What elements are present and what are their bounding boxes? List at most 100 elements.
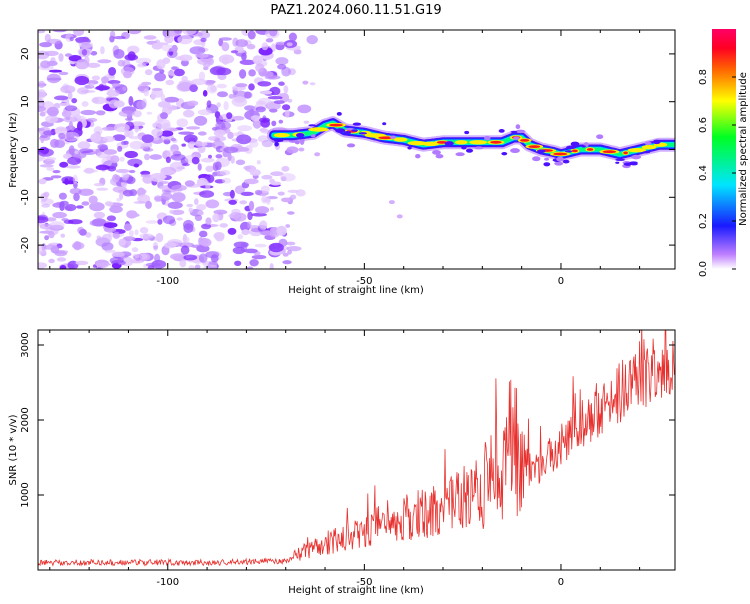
figure-title: PAZ1.2024.060.11.51.G19 xyxy=(270,3,441,18)
spectrogram-y-ticks: -20 -10 0 10 20 xyxy=(20,48,675,253)
noise-blob xyxy=(247,211,253,221)
noise-blob xyxy=(252,55,263,65)
ridge-hotspot xyxy=(627,148,646,153)
noise-blob xyxy=(44,156,57,161)
snr-y-tick-label: 3000 xyxy=(20,332,31,357)
noise-blob xyxy=(186,100,199,107)
noise-blob xyxy=(73,192,80,202)
ridge-halo xyxy=(343,130,352,135)
ridge-halo xyxy=(352,122,362,126)
noise-blob xyxy=(205,199,220,209)
noise-blob xyxy=(275,57,289,66)
noise-blob xyxy=(194,198,199,206)
noise-blob xyxy=(112,231,120,239)
noise-blob xyxy=(156,59,166,70)
ridge-hotspot xyxy=(469,140,488,145)
ridge-hotspot xyxy=(454,140,468,145)
noise-blob xyxy=(96,235,102,240)
noise-blob xyxy=(47,106,59,117)
noise-blob xyxy=(256,160,261,165)
noise-blob xyxy=(216,83,227,89)
noise-blob xyxy=(302,80,309,85)
noise-blob xyxy=(101,233,112,244)
noise-blob xyxy=(194,140,203,147)
noise-blob xyxy=(286,241,296,246)
noise-blob xyxy=(127,30,142,35)
noise-blob xyxy=(147,265,155,269)
ridge-halo xyxy=(644,141,652,146)
noise-blob xyxy=(60,85,76,94)
noise-blob xyxy=(38,148,54,157)
noise-blob xyxy=(177,35,193,45)
noise-blob xyxy=(43,244,58,250)
colorbar-tick-label: 0.4 xyxy=(698,165,709,181)
noise-blob xyxy=(219,223,228,228)
ridge-halo xyxy=(358,132,367,135)
noise-blob xyxy=(206,100,212,108)
noise-blob xyxy=(197,210,205,216)
noise-blob xyxy=(48,69,63,73)
noise-blob xyxy=(214,161,222,171)
snr-series-line xyxy=(38,330,675,567)
noise-blob xyxy=(110,155,120,164)
noise-blob xyxy=(121,140,127,146)
noise-blob xyxy=(114,123,130,133)
noise-blob xyxy=(314,152,321,157)
noise-blob xyxy=(77,226,85,234)
ridge-halo xyxy=(564,150,573,153)
ridge-peak xyxy=(623,151,628,155)
noise-blob xyxy=(209,66,226,76)
ridge-halo xyxy=(274,141,279,147)
noise-blob xyxy=(134,123,139,133)
noise-blob xyxy=(234,185,245,195)
noise-blob xyxy=(95,85,110,91)
noise-blob xyxy=(136,100,146,110)
noise-blob xyxy=(58,192,67,200)
noise-blob xyxy=(72,242,85,250)
noise-blob xyxy=(285,224,291,228)
ridge-halo xyxy=(536,149,546,153)
noise-blob xyxy=(83,169,98,173)
ridge-band xyxy=(270,119,675,159)
noise-blob xyxy=(255,63,265,72)
noise-blob xyxy=(222,177,231,184)
ridge-halo xyxy=(544,157,550,161)
noise-blob xyxy=(69,188,82,195)
noise-blob xyxy=(121,172,129,181)
noise-blob xyxy=(59,265,67,269)
ridge-halo xyxy=(465,148,474,153)
noise-blob xyxy=(50,175,62,179)
noise-blob xyxy=(108,99,120,109)
noise-blob xyxy=(71,98,78,104)
noise-blob xyxy=(78,188,94,196)
noise-blob xyxy=(213,129,226,137)
noise-blob xyxy=(38,80,46,88)
noise-blob xyxy=(151,135,160,141)
noise-blob xyxy=(155,232,164,243)
noise-blob xyxy=(241,52,247,61)
noise-blob xyxy=(54,126,68,135)
ridge-hotspot xyxy=(407,141,427,146)
noise-blob xyxy=(197,131,207,136)
noise-blob xyxy=(112,134,126,142)
noise-blob xyxy=(86,62,101,68)
noise-blob xyxy=(143,35,157,40)
noise-blob xyxy=(64,105,78,112)
noise-blob xyxy=(198,253,208,263)
noise-blob xyxy=(237,234,244,240)
noise-blob xyxy=(181,75,188,83)
noise-blob xyxy=(269,263,274,269)
noise-blob xyxy=(115,169,130,173)
noise-blob xyxy=(223,146,239,154)
noise-blob xyxy=(44,235,49,241)
snr-y-tick-label: 1000 xyxy=(20,482,31,507)
noise-blob xyxy=(259,128,268,132)
noise-blob xyxy=(52,170,61,174)
noise-blobs xyxy=(38,30,403,269)
noise-blob xyxy=(270,181,282,186)
ridge-peak xyxy=(571,149,578,153)
ridge-peak xyxy=(553,152,568,156)
snr-y-label: SNR (10 * v/v) xyxy=(8,414,19,485)
ridge-halo xyxy=(407,146,412,150)
noise-blob xyxy=(258,46,273,56)
